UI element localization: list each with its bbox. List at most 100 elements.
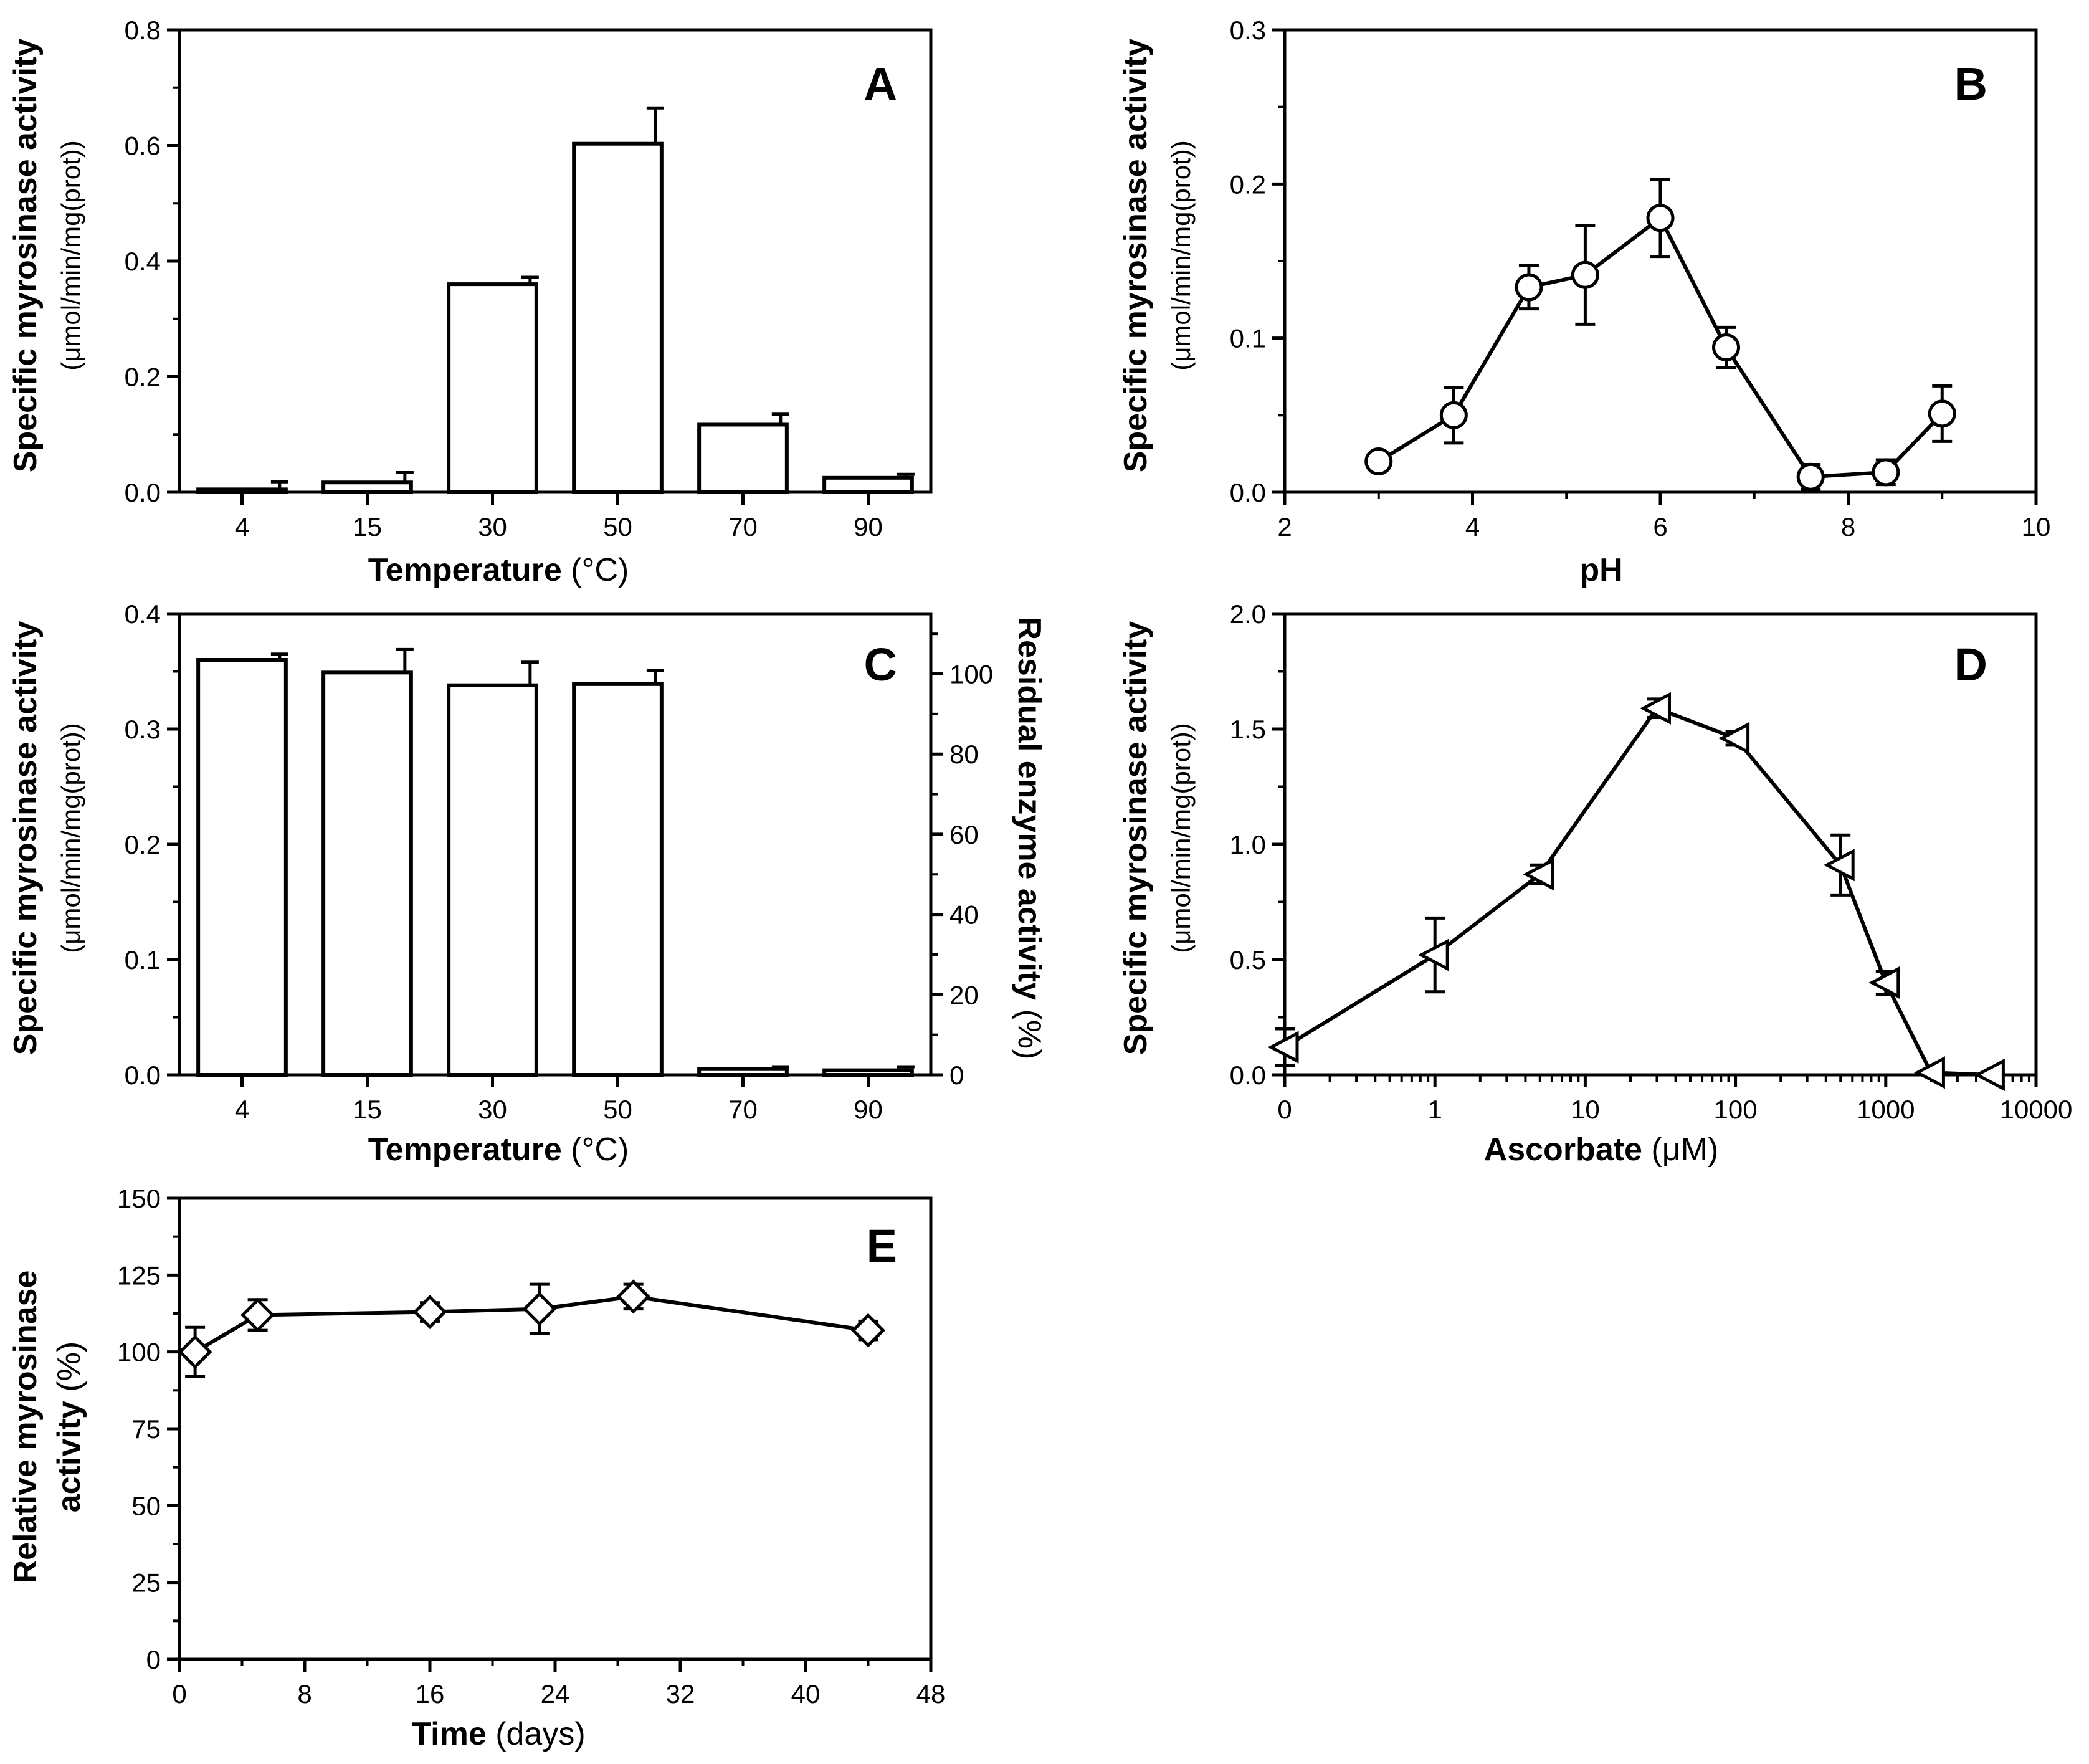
panel-c-ytick-right-label-3: 60 — [949, 820, 979, 849]
panel-c-xtick-label-2: 30 — [478, 1095, 507, 1124]
panel-a-xtick-label-0: 4 — [235, 512, 249, 541]
panel-b-ylabel-line1: Specific myrosinase activity — [1118, 39, 1154, 473]
panel-b-xtick-label-1: 4 — [1465, 512, 1480, 541]
panel-a-xtick-label-3: 50 — [603, 512, 632, 541]
panel-e-ytick-label-6: 150 — [117, 1184, 161, 1213]
panel-e-point-3 — [522, 1292, 557, 1327]
panel-a-xlabel-main: Temperature — [368, 552, 562, 588]
panel-label-e: E — [867, 1220, 897, 1272]
panel-c-xlabel-unit: (°C) — [562, 1132, 629, 1168]
panel-c-ylabel-unit: (μmol/min/mg(prot)) — [56, 723, 85, 953]
panel-label-d: D — [1954, 639, 1987, 690]
panel-c-xtick-label-4: 70 — [728, 1095, 758, 1124]
panel-e-ylabel: Relative myrosinase — [7, 1271, 44, 1584]
panel-d: 0.0 0.5 1.0 1.5 2.0 0 1 10 100 1000 10000 D Specif… — [1118, 599, 2072, 1168]
panel-d-point-4 — [1718, 722, 1750, 755]
panel-d-ylabel-unit: (μmol/min/mg(prot)) — [1166, 723, 1196, 953]
panel-b-point-1 — [1439, 401, 1468, 429]
panel-d-ytick-label-2: 1.0 — [1230, 830, 1266, 859]
panel-a-bar-4 — [196, 487, 288, 494]
panel-c-ylabel: Specific myrosinase activity — [7, 621, 44, 1056]
panel-a-xlabel-unit: (°C) — [562, 552, 629, 588]
panel-a-ytick-label-1: 0.2 — [125, 363, 161, 392]
panel-e-xlabel: Time (days) — [411, 1716, 585, 1752]
panel-d-point-0 — [1267, 1031, 1299, 1064]
panel-a-plot-frame — [178, 28, 933, 494]
panel-e-xtick-label-2: 16 — [416, 1679, 445, 1709]
panel-d-ylabel: Specific myrosinase activity — [1118, 621, 1154, 1056]
panel-d-series-line — [1283, 706, 1991, 1077]
panel-c-xtick-label-1: 15 — [353, 1095, 382, 1124]
panel-e-ylabel-second: activity (%) — [51, 1342, 87, 1513]
panel-d-plot-frame — [1283, 612, 2038, 1077]
panel-c-ytick-right-label-1: 20 — [949, 980, 979, 1009]
panel-e-xlabel-unit: (days) — [487, 1716, 586, 1752]
panel-c-xlabel-main: Temperature — [368, 1132, 562, 1168]
panel-d-xlabel-unit: (μM) — [1642, 1132, 1718, 1168]
panel-b-ytick-label-3: 0.3 — [1230, 16, 1266, 45]
panel-c-bar-50 — [572, 682, 664, 1077]
panel-c-plot-frame — [178, 612, 933, 1077]
panel-e-plot-frame — [178, 1196, 933, 1661]
panel-e-point-0 — [178, 1335, 212, 1370]
panel-b-xtick-label-2: 6 — [1653, 512, 1667, 541]
panel-b-ytick-label-2: 0.2 — [1230, 169, 1266, 199]
panel-c-ylabel-line1: Specific myrosinase activity — [7, 621, 44, 1056]
panel-e-ylabel-line2: activity — [51, 1401, 87, 1512]
panel-e-xtick-label-6: 48 — [916, 1679, 946, 1709]
panel-e-xtick-label-0: 0 — [172, 1679, 186, 1709]
panel-label-c: C — [864, 639, 897, 690]
panel-c-xtick-label-5: 90 — [854, 1095, 883, 1124]
panel-label-a: A — [864, 58, 897, 110]
panel-d-xtick-label-5: 10000 — [2000, 1095, 2073, 1124]
panel-a: 0.0 0.2 0.4 0.6 0.8 4 15 30 50 70 90 A Specific my… — [7, 16, 933, 588]
panel-d-xtick-label-4: 1000 — [1857, 1095, 1915, 1124]
panel-e-point-2 — [412, 1294, 447, 1330]
panel-c-ytick-label-3: 0.3 — [125, 715, 161, 744]
panel-e-ytick-label-3: 75 — [131, 1414, 161, 1444]
panel-e-point-5 — [850, 1313, 886, 1348]
panel-c-bar-4 — [196, 658, 288, 1077]
panel-c-ytick-right-label-2: 40 — [949, 900, 979, 930]
panel-b-xtick-label-0: 2 — [1277, 512, 1292, 541]
panel-b-point-2 — [1515, 273, 1543, 302]
panel-d-xtick-label-1: 1 — [1428, 1095, 1442, 1124]
panel-c-bar-70 — [697, 1067, 789, 1077]
panel-a-xtick-label-1: 15 — [353, 512, 382, 541]
panel-e-ytick-label-0: 0 — [146, 1645, 161, 1674]
panel-d-point-2 — [1523, 857, 1554, 891]
panel-e: 0 25 50 75 100 125 150 0 8 16 24 32 40 48 E Relative … — [7, 1184, 945, 1752]
panel-a-ytick-label-4: 0.8 — [125, 16, 161, 45]
panel-b-xlabel: pH — [1579, 552, 1622, 588]
panel-b-xtick-label-4: 10 — [2022, 512, 2051, 541]
panel-c-bar-15 — [321, 670, 413, 1077]
panel-a-bar-90 — [822, 475, 914, 494]
panel-d-xlabel: Ascorbate (μM) — [1484, 1132, 1719, 1168]
panel-d-ylabel-line1: Specific myrosinase activity — [1118, 621, 1154, 1056]
panel-d-point-5 — [1823, 849, 1855, 882]
panel-a-ytick-label-0: 0.0 — [125, 478, 161, 507]
panel-e-ylabel-unit: (%) — [51, 1342, 87, 1401]
panel-a-bar-30 — [447, 282, 538, 494]
panel-c: 0.0 0.1 0.2 0.3 0.4 4 15 30 50 70 90 0 20 40 60 80 100 C… — [7, 599, 1047, 1168]
panel-c-bar-90 — [822, 1068, 914, 1077]
panel-d-ytick-label-3: 1.5 — [1230, 715, 1266, 744]
panel-b-point-0 — [1364, 447, 1393, 476]
panel-d-xtick-label-3: 100 — [1714, 1095, 1758, 1124]
panel-a-xtick-label-2: 30 — [478, 512, 507, 541]
panel-b-point-4 — [1646, 204, 1675, 232]
panel-a-ytick-label-3: 0.6 — [125, 131, 161, 161]
panel-b-point-7 — [1872, 458, 1900, 487]
panel-e-xlabel-main: Time — [411, 1716, 486, 1752]
panel-c-xtick-label-0: 4 — [235, 1095, 249, 1124]
panel-c-xtick-label-3: 50 — [603, 1095, 632, 1124]
panel-a-bar-50 — [572, 141, 664, 494]
panel-d-xtick-label-2: 10 — [1571, 1095, 1600, 1124]
panel-a-bar-15 — [321, 480, 413, 494]
panel-a-xtick-label-4: 70 — [728, 512, 758, 541]
panel-label-b: B — [1954, 58, 1987, 110]
panel-e-ytick-label-5: 125 — [117, 1261, 161, 1290]
panel-e-point-1 — [240, 1297, 275, 1333]
panel-c-ylabel-right-unit: (%) — [1011, 1000, 1047, 1059]
panel-d-ytick-label-0: 0.0 — [1230, 1061, 1266, 1090]
